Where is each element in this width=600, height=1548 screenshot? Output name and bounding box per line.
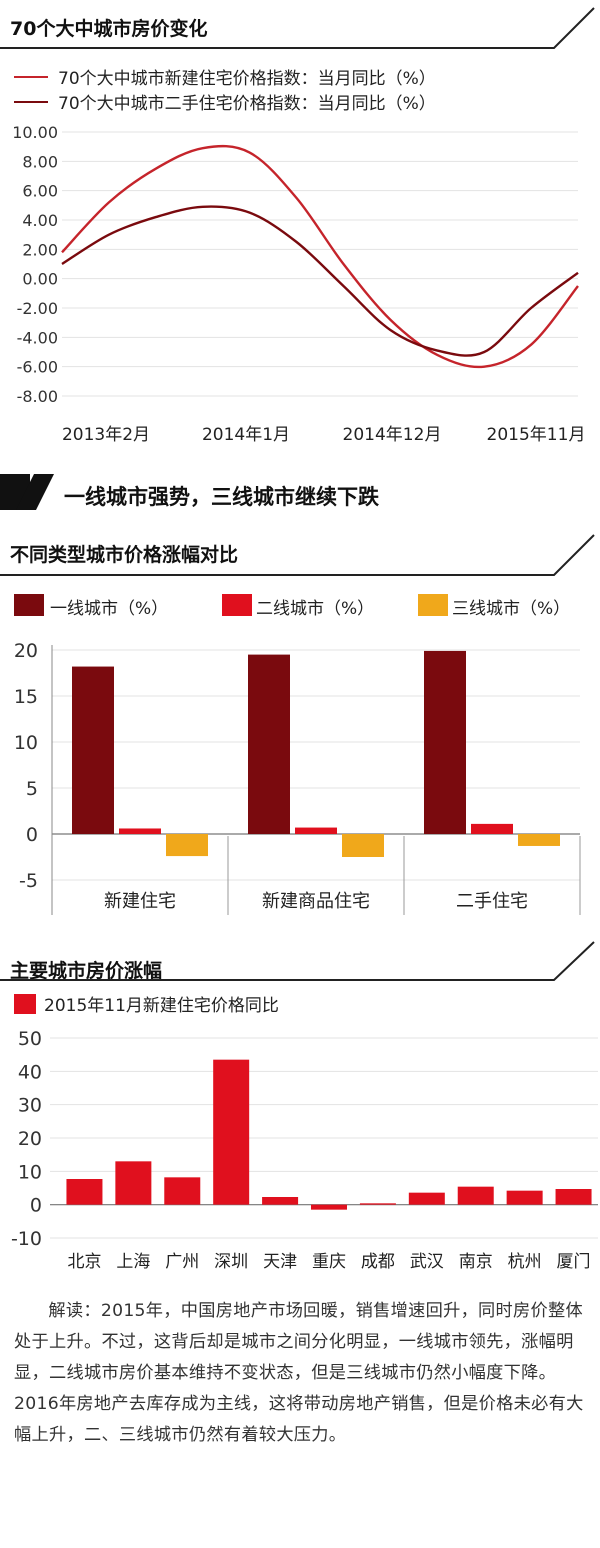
line-chart: 10.00 8.00 6.00 4.00 2.00 0.00 -2.00 -4.00 -6.00…	[12, 123, 586, 445]
bar-city-1	[115, 1161, 152, 1205]
bar-3-0	[166, 834, 208, 857]
bar-city-5	[311, 1204, 347, 1210]
y-tick-label: -4.00	[17, 328, 58, 347]
legend-label-tier3: 三线城市（%）	[452, 599, 571, 619]
x-tick-label: 2014年1月	[202, 425, 290, 445]
bar-city-0	[66, 1179, 103, 1205]
legend-swatch-tier3	[418, 594, 448, 616]
section3-title: 主要城市房价涨幅	[10, 960, 163, 982]
y-tick-label: 40	[18, 1061, 42, 1083]
y-tick-label: -8.00	[17, 387, 58, 406]
x-tick-label: 2015年11月	[487, 425, 586, 445]
y-tick-label: 0.00	[22, 270, 58, 289]
y-tick-label: -5	[19, 870, 38, 892]
x-category-label: 成都	[361, 1252, 395, 1272]
bar-city-10	[555, 1189, 592, 1205]
x-category-label: 北京	[67, 1252, 101, 1272]
y-tick-label: 30	[18, 1095, 42, 1117]
tier-bar-chart: 20 15 10 5 0 -5 新建住宅 新建商品住宅 二手住宅	[14, 640, 581, 915]
y-tick-label: 0	[26, 824, 38, 846]
x-category-label: 新建住宅	[104, 891, 176, 912]
y-tick-label: -6.00	[17, 358, 58, 377]
legend-label-new-housing: 70个大中城市新建住宅价格指数：当月同比（%）	[58, 69, 436, 89]
x-category-label: 上海	[116, 1252, 150, 1272]
commentary-paragraph: 解读：2015年，中国房地产市场回暖，销售增速回升，同时房价整体处于上升。不过，…	[14, 1301, 584, 1445]
bar-2-2	[471, 823, 513, 834]
bar-1-2	[424, 650, 466, 834]
x-category-label: 南京	[459, 1252, 493, 1272]
x-category-label: 重庆	[312, 1252, 346, 1272]
bar-1-1	[248, 654, 290, 834]
legend-swatch-tier2	[222, 594, 252, 616]
y-tick-label: 10	[14, 732, 38, 754]
bar-city-9	[506, 1190, 543, 1205]
series-line-second-hand	[61, 205, 579, 357]
y-tick-label: 50	[18, 1028, 42, 1050]
y-tick-label: -10	[11, 1228, 42, 1250]
section2-banner-marker	[0, 474, 54, 510]
y-tick-label: 6.00	[22, 182, 58, 201]
section1-title: 70个大中城市房价变化	[10, 18, 208, 40]
section2-banner: 一线城市强势，三线城市继续下跌	[64, 485, 379, 509]
bar-city-7	[408, 1192, 445, 1205]
line-chart-legend	[14, 76, 48, 103]
section2-title: 不同类型城市价格涨幅对比	[10, 544, 239, 566]
y-tick-label: 20	[18, 1128, 42, 1150]
section2-title-rule	[0, 534, 595, 576]
legend-swatch-city	[14, 994, 36, 1014]
x-category-label: 厦门	[557, 1252, 591, 1272]
legend-label-tier2: 二线城市（%）	[256, 599, 375, 619]
bar-2-1	[295, 827, 337, 834]
bar-1-0	[72, 666, 114, 834]
bar-city-3	[213, 1059, 250, 1205]
section1-title-rule	[0, 7, 595, 49]
x-category-label: 新建商品住宅	[262, 891, 370, 912]
y-tick-label: 10.00	[12, 123, 58, 142]
city-legend-swatch-wrap	[14, 994, 36, 1014]
y-tick-label: 4.00	[22, 211, 58, 230]
x-category-label: 天津	[263, 1252, 297, 1272]
x-category-label: 杭州	[508, 1252, 542, 1272]
y-tick-label: 2.00	[22, 240, 58, 259]
bar-2-0	[119, 828, 161, 834]
bar-city-8	[457, 1186, 494, 1205]
legend-label-tier1: 一线城市（%）	[50, 599, 169, 619]
y-tick-label: 15	[14, 686, 38, 708]
bar-3-2	[518, 834, 560, 846]
section3-title-rule	[0, 941, 595, 981]
x-category-label: 武汉	[410, 1252, 444, 1272]
bar-chart-legend	[14, 594, 448, 616]
x-category-label: 广州	[165, 1252, 199, 1272]
bar-city-2	[164, 1177, 201, 1205]
bar-city-4	[262, 1197, 299, 1205]
x-tick-label: 2014年12月	[343, 425, 442, 445]
y-tick-label: -2.00	[17, 299, 58, 318]
y-tick-label: 5	[26, 778, 38, 800]
x-tick-label: 2013年2月	[62, 425, 150, 445]
series-line-new-housing	[61, 144, 579, 369]
city-bar-chart: 50 40 30 20 10 0 -10 北京 上海 广州 深圳 天津 重庆 成都 武汉 南京 杭州 厦门	[11, 1028, 598, 1272]
legend-label-city: 2015年11月新建住宅价格同比	[44, 996, 279, 1016]
legend-swatch-tier1	[14, 594, 44, 616]
y-tick-label: 0	[30, 1195, 42, 1217]
x-category-label: 二手住宅	[456, 891, 528, 912]
y-tick-label: 8.00	[22, 152, 58, 171]
y-tick-label: 10	[18, 1161, 42, 1183]
legend-label-second-hand: 70个大中城市二手住宅价格指数：当月同比（%）	[58, 94, 436, 114]
bar-city-6	[359, 1203, 396, 1205]
x-category-label: 深圳	[214, 1252, 248, 1272]
y-tick-label: 20	[14, 640, 38, 662]
bar-3-1	[342, 834, 384, 857]
